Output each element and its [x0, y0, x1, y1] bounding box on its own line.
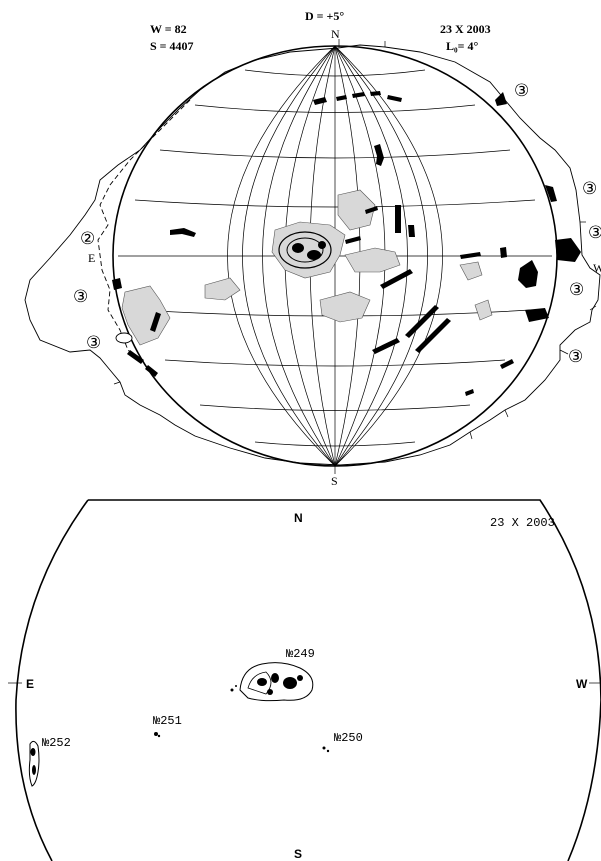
bottom-disk-rim-left: [15, 499, 89, 861]
top-disk-map: W = 82 S = 4407 D = +5° 23 X 2003 L₀= 4°…: [24, 9, 601, 488]
svg-text:③: ③: [514, 81, 529, 100]
top-north-label: N: [331, 27, 340, 41]
plage-regions: [121, 189, 493, 346]
top-date: 23 X 2003: [440, 22, 491, 36]
sunspot-group-250: №250: [322, 731, 363, 753]
limb-oval-mark: [115, 332, 133, 344]
activity-marker: ③: [568, 347, 583, 366]
activity-marker: ③: [569, 280, 584, 299]
svg-text:③: ③: [588, 223, 601, 242]
group-label-250: №250: [334, 731, 363, 745]
active-region-core: [278, 231, 332, 269]
activity-marker: ③: [588, 223, 601, 242]
activity-marker: ③: [86, 333, 101, 352]
filaments: [112, 91, 581, 396]
svg-text:③: ③: [86, 333, 101, 352]
bottom-east-label: E: [26, 677, 34, 691]
sunspot-group-252: №252: [28, 736, 71, 787]
bottom-north-label: N: [294, 511, 303, 525]
activity-marker: ③: [514, 81, 529, 100]
corona-outline-solid: [24, 44, 601, 466]
svg-text:③: ③: [568, 347, 583, 366]
corona-outline-dashed: [97, 99, 191, 363]
activity-marker: ③: [582, 179, 597, 198]
bottom-west-label: W: [576, 677, 588, 691]
sunspot-group-249: №249: [230, 647, 315, 702]
svg-text:③: ③: [569, 280, 584, 299]
bottom-date: 23 X 2003: [490, 516, 555, 530]
group-label-251: №251: [153, 714, 182, 728]
svg-text:③: ③: [582, 179, 597, 198]
rim-ticks: [113, 41, 597, 440]
svg-text:③: ③: [73, 287, 88, 306]
svg-text:②: ②: [80, 229, 95, 248]
top-south-label: S: [331, 474, 338, 488]
activity-markers: ③ ③ ③ ③ ③ ② ③ ③: [73, 81, 601, 366]
group-label-252: №252: [42, 736, 71, 750]
bottom-disk-map: N S E W 23 X 2003 №249 №251: [8, 499, 601, 861]
s-area: S = 4407: [150, 39, 194, 53]
w-index: W = 82: [150, 22, 187, 36]
bottom-south-label: S: [294, 847, 302, 861]
sunspot-group-251: №251: [153, 714, 182, 738]
top-east-label: E: [88, 251, 95, 265]
bottom-disk-rim-right: [88, 499, 601, 861]
activity-marker: ③: [73, 287, 88, 306]
l0-longitude: L₀= 4°: [446, 39, 478, 53]
group-label-249: №249: [286, 647, 315, 661]
top-west-label: W: [593, 261, 601, 275]
activity-marker: ②: [80, 229, 95, 248]
d-angle: D = +5°: [305, 9, 344, 23]
